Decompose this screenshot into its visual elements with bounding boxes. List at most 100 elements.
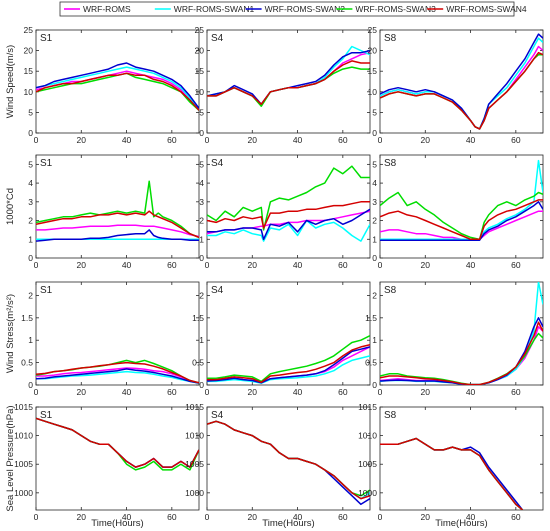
panel: 0 5 10 15 20 25 0 20 40 60 S8 (368, 25, 544, 145)
y-tick-label: 0 (199, 253, 204, 263)
series-group (36, 62, 199, 111)
series-group (380, 159, 543, 241)
y-tick-label: 15 (368, 66, 378, 76)
y-tick-label: 1 (372, 234, 377, 244)
y-tick-label: 0 (199, 128, 204, 138)
y-tick-label: 1015 (14, 402, 33, 412)
plot-frame (206, 281, 371, 386)
legend-label: WRF-ROMS-SWAN3 (355, 4, 436, 14)
series-line (36, 361, 199, 384)
y-tick-label: 1000 (14, 488, 33, 498)
x-tick-label: 0 (34, 512, 39, 522)
x-tick-label: 40 (466, 135, 476, 145)
x-tick-label: 20 (248, 260, 258, 270)
y-tick-label: 1.5 (21, 313, 33, 323)
series-line (380, 191, 543, 241)
y-tick-label: 1.5 (192, 313, 204, 323)
x-tick-label: 60 (511, 387, 521, 397)
y-tick-label: 2 (199, 290, 204, 300)
y-tick-label: 2 (372, 290, 377, 300)
y-tick-label: 1005 (14, 459, 33, 469)
y-tick-label: 15 (195, 66, 205, 76)
x-tick-label: 20 (421, 512, 431, 522)
y-tick-label: 1015 (185, 402, 204, 412)
y-tick-label: 1010 (185, 431, 204, 441)
y-tick-label: 20 (195, 46, 205, 56)
plot-frame (379, 29, 544, 134)
plot-frame (379, 154, 544, 259)
legend-item: WRF-ROMS-SWAN3 (336, 4, 436, 14)
x-tick-label: 20 (421, 387, 431, 397)
x-tick-label: 0 (205, 512, 210, 522)
series-line (207, 219, 370, 242)
series-line (207, 208, 370, 241)
x-tick-label: 40 (293, 387, 303, 397)
y-tick-label: 20 (368, 46, 378, 56)
y-tick-label: 5 (199, 107, 204, 117)
legend-label: WRF-ROMS-SWAN2 (265, 4, 346, 14)
y-tick-label: 1 (28, 335, 33, 345)
y-tick-label: 0 (28, 128, 33, 138)
series-line (36, 210, 199, 239)
series-line (207, 420, 370, 500)
panel-title: S1 (40, 158, 53, 169)
x-tick-label: 20 (77, 260, 87, 270)
series-line (36, 368, 199, 384)
panel: 0 5 10 15 20 25 0 20 40 60 S1 (24, 25, 200, 145)
series-line (207, 355, 370, 384)
y-tick-label: 0 (28, 380, 33, 390)
series-group (36, 180, 199, 242)
y-tick-label: 0.5 (21, 358, 33, 368)
y-tick-label: 5 (199, 159, 204, 169)
y-tick-label: 0 (28, 253, 33, 263)
panel: 0 1 2 3 4 5 0 20 40 60 S1 (28, 154, 200, 270)
plot-frame (35, 154, 200, 259)
series-line (36, 417, 199, 468)
x-tick-label: 60 (511, 260, 521, 270)
y-tick-label: 0 (372, 128, 377, 138)
series-line (36, 224, 199, 238)
y-tick-label: 2 (199, 216, 204, 226)
y-tick-label: 4 (372, 178, 377, 188)
y-tick-label: 3 (28, 197, 33, 207)
series-group (207, 420, 370, 506)
plot-frame (35, 281, 200, 386)
x-tick-label: 60 (338, 260, 348, 270)
series-line (380, 51, 543, 130)
series-line (380, 321, 543, 385)
y-tick-label: 1005 (358, 459, 377, 469)
plot-frame (379, 281, 544, 386)
series-line (36, 66, 199, 109)
x-tick-label: 60 (338, 387, 348, 397)
y-tick-label: 0 (372, 380, 377, 390)
x-tick-label: 40 (293, 260, 303, 270)
series-line (380, 201, 543, 241)
y-axis-label: Wind Stress(m²/s²) (5, 294, 16, 373)
x-tick-label: 0 (378, 512, 383, 522)
x-axis-label: Time(Hours) (262, 518, 314, 529)
x-tick-label: 40 (466, 387, 476, 397)
series-group (380, 33, 543, 130)
y-tick-label: 0 (199, 380, 204, 390)
x-tick-label: 40 (122, 387, 132, 397)
x-tick-label: 20 (77, 387, 87, 397)
x-tick-label: 20 (421, 260, 431, 270)
x-tick-label: 60 (167, 260, 177, 270)
y-tick-label: 2 (28, 216, 33, 226)
y-tick-label: 1015 (358, 402, 377, 412)
x-tick-label: 40 (122, 512, 132, 522)
panel: 0 1 2 3 4 5 0 20 40 60 S8 (372, 154, 544, 270)
x-tick-label: 60 (167, 135, 177, 145)
y-tick-label: 20 (24, 46, 34, 56)
legend-item: WRF-ROMS-SWAN2 (245, 4, 346, 14)
series-group (36, 417, 199, 471)
y-tick-label: 10 (368, 87, 378, 97)
panel-title: S4 (211, 285, 224, 296)
series-line (380, 437, 524, 510)
x-tick-label: 0 (205, 260, 210, 270)
x-tick-label: 20 (248, 387, 258, 397)
y-tick-label: 5 (28, 159, 33, 169)
